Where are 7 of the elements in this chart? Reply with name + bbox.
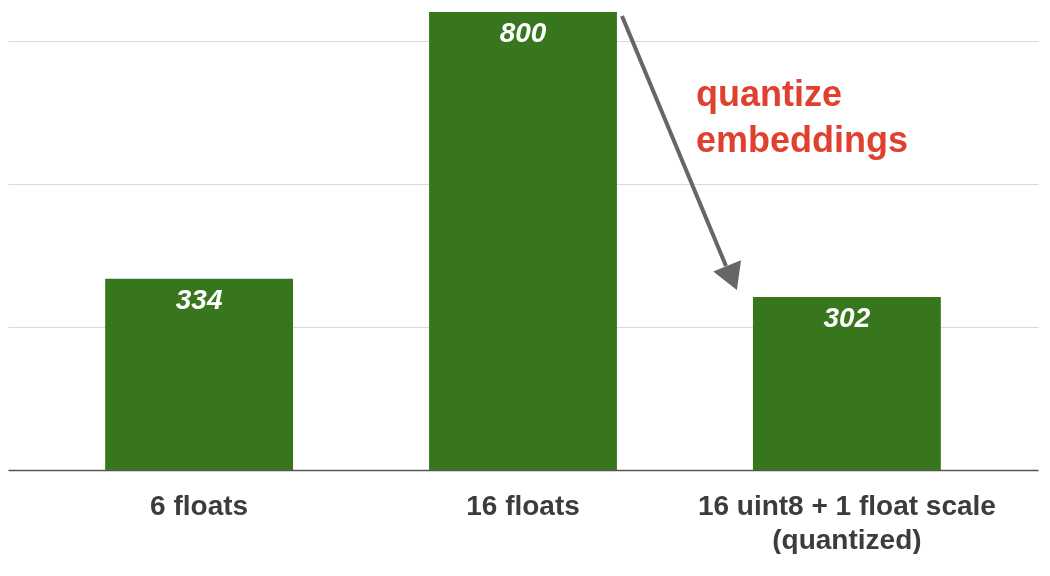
x-tick-label: 6 floats [150,489,249,521]
data-label: 302 [823,302,871,334]
data-label: 334 [175,283,223,315]
data-label: 800 [499,17,547,48]
x-tick-label: 16 uint8 + 1 float scale (quantized) [697,489,996,555]
annotation: quantize embeddings [696,73,909,160]
x-tick-label: 16 floats [466,489,580,521]
